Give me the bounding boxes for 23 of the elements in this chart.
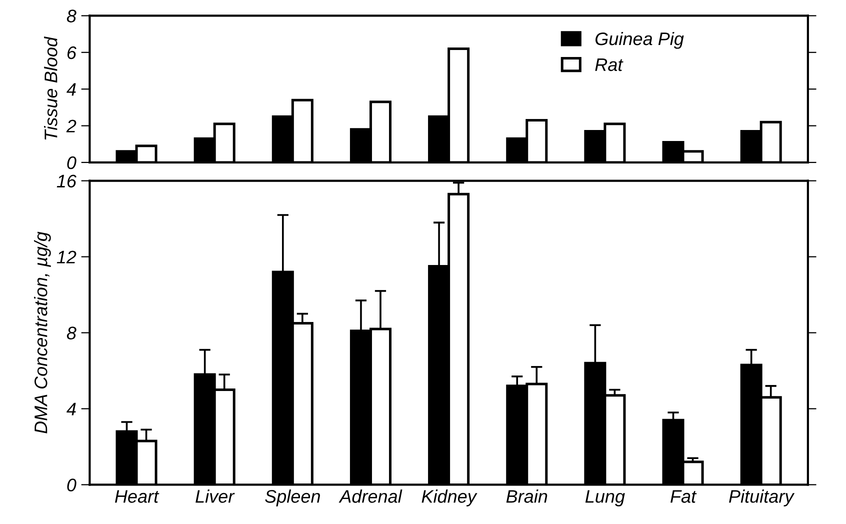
- legend-label: Rat: [595, 58, 624, 72]
- y-tick-label: 8: [66, 326, 76, 340]
- x-tick-label: Liver: [196, 490, 235, 503]
- y-tick-label: 4: [66, 402, 76, 416]
- x-tick-label: Heart: [115, 490, 160, 503]
- x-tick-label: Kidney: [422, 490, 478, 506]
- y-tick-label: 8: [66, 10, 76, 22]
- x-tick-label: Lung: [585, 490, 625, 506]
- y-tick-label: 0: [67, 156, 76, 170]
- x-tick-label: Spleen: [265, 490, 320, 506]
- y-tick-label: 6: [67, 46, 76, 60]
- x-tick-label: Pituitary: [729, 490, 795, 506]
- y-tick-label: 16: [56, 174, 76, 188]
- y-axis-title: DMA Concentration, µg/g: [34, 232, 51, 434]
- x-tick-label: Adrenal: [338, 490, 402, 503]
- y-tick-label: 12: [56, 250, 76, 264]
- y-tick-label: 0: [67, 478, 76, 492]
- x-tick-label: Brain: [506, 490, 548, 503]
- x-tick-label: Fat: [670, 490, 697, 503]
- y-tick-label: 4: [66, 83, 76, 96]
- legend-label: Guinea Pig: [596, 32, 684, 49]
- y-tick-label: 2: [66, 120, 76, 132]
- y-axis-title: Tissue Blood: [44, 36, 58, 140]
